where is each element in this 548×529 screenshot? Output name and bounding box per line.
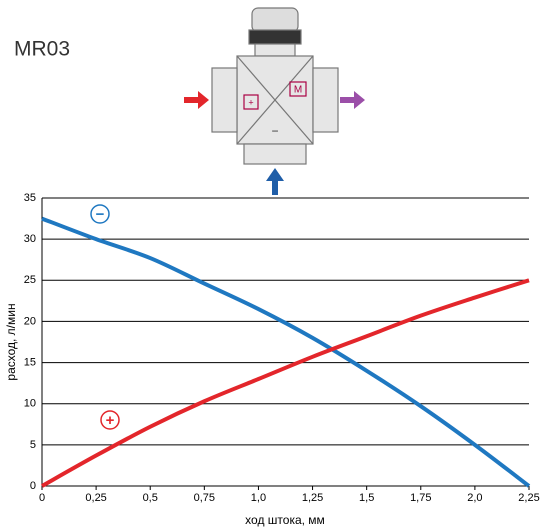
legend-label: − [96,206,105,223]
y-tick-label: 10 [24,398,36,410]
x-tick-label: 0,5 [143,492,158,504]
x-tick-label: 0,25 [85,492,106,504]
legend-label: + [106,412,115,429]
x-tick-label: 1,5 [359,492,374,504]
bypass-arrow [266,168,284,195]
y-tick-label: 20 [24,315,36,327]
y-tick-label: 25 [24,274,36,286]
diagram-label: + [248,97,253,107]
inlet-arrow [184,91,209,109]
y-tick-label: 35 [24,192,36,204]
series-line [41,216,531,488]
y-tick-label: 30 [24,233,36,245]
x-tick-label: 2,25 [518,492,539,504]
x-tick-label: 1,25 [302,492,323,504]
outlet-arrow [340,91,365,109]
y-axis-label: расход, л/мин [4,303,18,380]
legend-marker [100,410,120,430]
x-tick-label: 2,0 [467,492,482,504]
x-tick-label: 1,0 [251,492,266,504]
x-tick-label: 0,75 [194,492,215,504]
y-tick-label: 15 [24,356,36,368]
y-tick-label: 0 [30,480,36,492]
x-tick-label: 1,75 [410,492,431,504]
y-tick-label: 5 [30,439,36,451]
diagram-label: − [271,124,278,138]
chart-title: MR03 [14,38,70,61]
diagram-label: M [294,85,302,96]
x-tick-label: 0 [39,492,45,504]
series-line [41,278,530,488]
x-axis-label: ход штока, мм [245,513,325,527]
valve-illustration [211,7,339,165]
legend-marker [90,204,110,224]
